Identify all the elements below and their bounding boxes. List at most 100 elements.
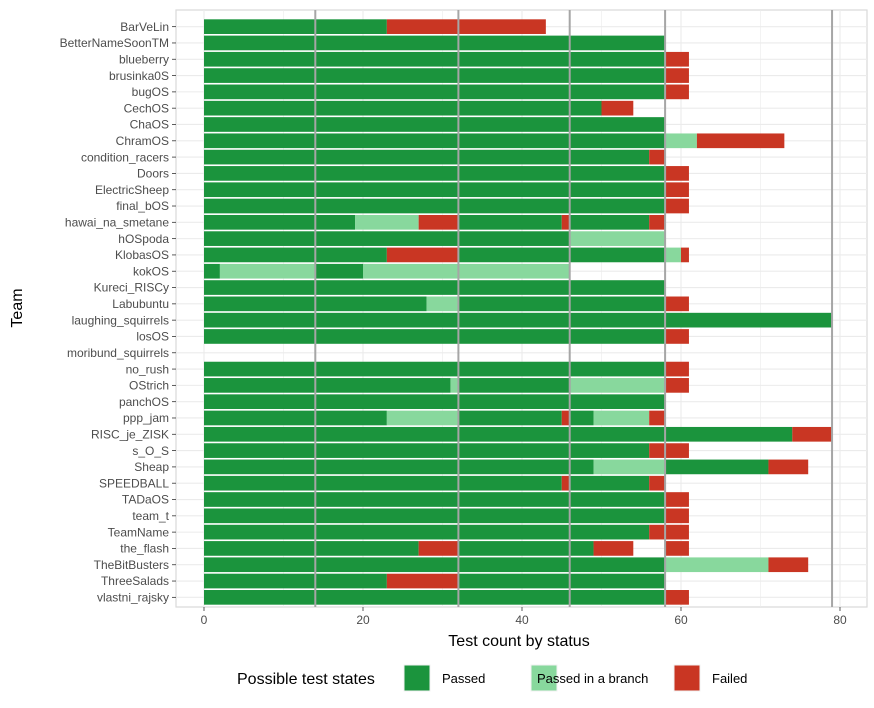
bar-segment-passed	[204, 361, 666, 377]
bar-segment-branch	[665, 133, 697, 149]
bar-segment-failed	[418, 214, 459, 230]
bar-segment-failed	[386, 19, 546, 34]
legend-label-passed: Passed	[442, 671, 485, 686]
legend-key-passed	[403, 664, 431, 692]
bar-segment-passed	[204, 524, 650, 540]
y-tick-label: vlastni_rajsky	[97, 591, 169, 605]
y-tick-label: kokOS	[133, 264, 169, 278]
bar-segment-failed	[649, 475, 666, 491]
legend-key-failed	[673, 664, 701, 692]
bar-segment-failed	[665, 378, 689, 393]
y-tick-label: KlobasOS	[115, 248, 169, 262]
bar-segment-passed	[204, 426, 793, 442]
reference-lines	[314, 10, 834, 607]
bar-segment-failed	[593, 541, 634, 556]
y-tick-label: SPEEDBALL	[99, 476, 169, 490]
bar-segment-passed	[569, 214, 650, 230]
y-tick-label: panchOS	[119, 395, 169, 409]
bar-segment-failed	[665, 182, 689, 198]
y-tick-label: losOS	[136, 330, 169, 344]
bar-segment-passed	[204, 19, 387, 34]
bar-segment-passed	[204, 508, 666, 524]
y-tick-label: the_flash	[120, 542, 169, 556]
bar-segment-branch	[593, 459, 666, 475]
bar-segment-branch	[363, 263, 570, 279]
y-tick-label: final_bOS	[116, 199, 169, 213]
bar-segment-failed	[561, 410, 570, 426]
bar-segment-passed	[458, 214, 562, 230]
bar-segment-passed	[204, 590, 666, 605]
y-tick-label: RISC_je_ZISK	[91, 427, 169, 441]
bar-segment-passed	[458, 541, 594, 556]
y-tick-label: TheBitBusters	[94, 558, 169, 572]
y-tick-label: ThreeSalads	[101, 574, 169, 588]
bar-segment-failed	[665, 329, 689, 344]
y-tick-label: Labubuntu	[112, 297, 169, 311]
bar-segment-passed	[204, 182, 666, 198]
bar-segment-failed	[665, 492, 689, 507]
bar-segment-passed	[204, 84, 666, 100]
bar-segment-failed	[681, 247, 689, 263]
legend-label-failed: Failed	[712, 671, 747, 686]
y-tick-label: BetterNameSoonTM	[60, 36, 169, 50]
bar-segment-passed	[569, 410, 594, 426]
y-tick-label: CechOS	[124, 101, 169, 115]
bar-segment-passed	[204, 68, 666, 83]
bar-segment-failed	[561, 475, 570, 491]
bar-segment-failed	[665, 541, 689, 556]
y-tick-label: condition_racers	[81, 150, 169, 164]
bar-segment-branch	[450, 378, 459, 393]
bar-segment-passed	[458, 410, 562, 426]
bar-segment-failed	[649, 410, 666, 426]
bar-segment-passed	[665, 459, 769, 475]
bar-segment-failed	[561, 214, 570, 230]
y-tick-label: brusinka0S	[109, 69, 169, 83]
legend-title: Possible test states	[237, 671, 375, 688]
bar-segment-failed	[649, 214, 666, 230]
bar-segment-passed	[204, 329, 666, 344]
y-tick-label: TADaOS	[122, 493, 169, 507]
x-tick-label: 80	[833, 613, 847, 627]
bar-segment-passed	[204, 117, 666, 132]
bar-segment-passed	[315, 263, 363, 279]
bar-segment-passed	[458, 573, 666, 589]
y-tick-label: ppp_jam	[123, 411, 169, 425]
y-tick-label: hOSpoda	[118, 232, 169, 246]
bar-segment-passed	[204, 443, 650, 458]
bar-segment-failed	[665, 508, 689, 524]
y-tick-label: moribund_squirrels	[67, 346, 169, 360]
y-tick-label: ChaOS	[130, 118, 169, 132]
y-tick-label: blueberry	[119, 52, 169, 66]
bar-segment-branch	[355, 214, 419, 230]
y-tick-label: ChramOS	[116, 134, 169, 148]
bar-segment-passed	[204, 198, 666, 214]
bar-segment-passed	[204, 557, 666, 573]
x-axis: 0 20 40 60 80	[201, 607, 847, 627]
y-tick-label: s_O_S	[132, 444, 169, 458]
y-tick-label: hawai_na_smetane	[65, 216, 169, 230]
bar-segment-failed	[665, 166, 689, 181]
bars	[204, 19, 833, 605]
bar-segment-failed	[665, 361, 689, 377]
x-axis-title: Test count by status	[448, 633, 589, 650]
bar-segment-failed	[665, 296, 689, 312]
bar-segment-branch	[569, 378, 666, 393]
y-tick-label: team_t	[132, 509, 169, 523]
bar-segment-branch	[569, 231, 666, 246]
bar-segment-passed	[204, 312, 833, 328]
y-tick-label: ElectricSheep	[95, 183, 169, 197]
y-tick-label: OStrich	[129, 379, 169, 393]
y-tick-label: Kureci_RISCy	[94, 281, 169, 295]
bar-segment-failed	[649, 443, 689, 458]
legend-label-branch: Passed in a branch	[537, 671, 648, 686]
x-tick-label: 40	[515, 613, 529, 627]
bar-segment-failed	[665, 84, 689, 100]
bar-segment-failed	[768, 459, 809, 475]
bar-segment-passed	[204, 378, 451, 393]
legend-key-branch	[530, 664, 558, 692]
bar-segment-passed	[204, 51, 666, 67]
bar-segment-passed	[204, 214, 356, 230]
bar-segment-passed	[204, 263, 220, 279]
bar-segment-passed	[204, 231, 570, 246]
